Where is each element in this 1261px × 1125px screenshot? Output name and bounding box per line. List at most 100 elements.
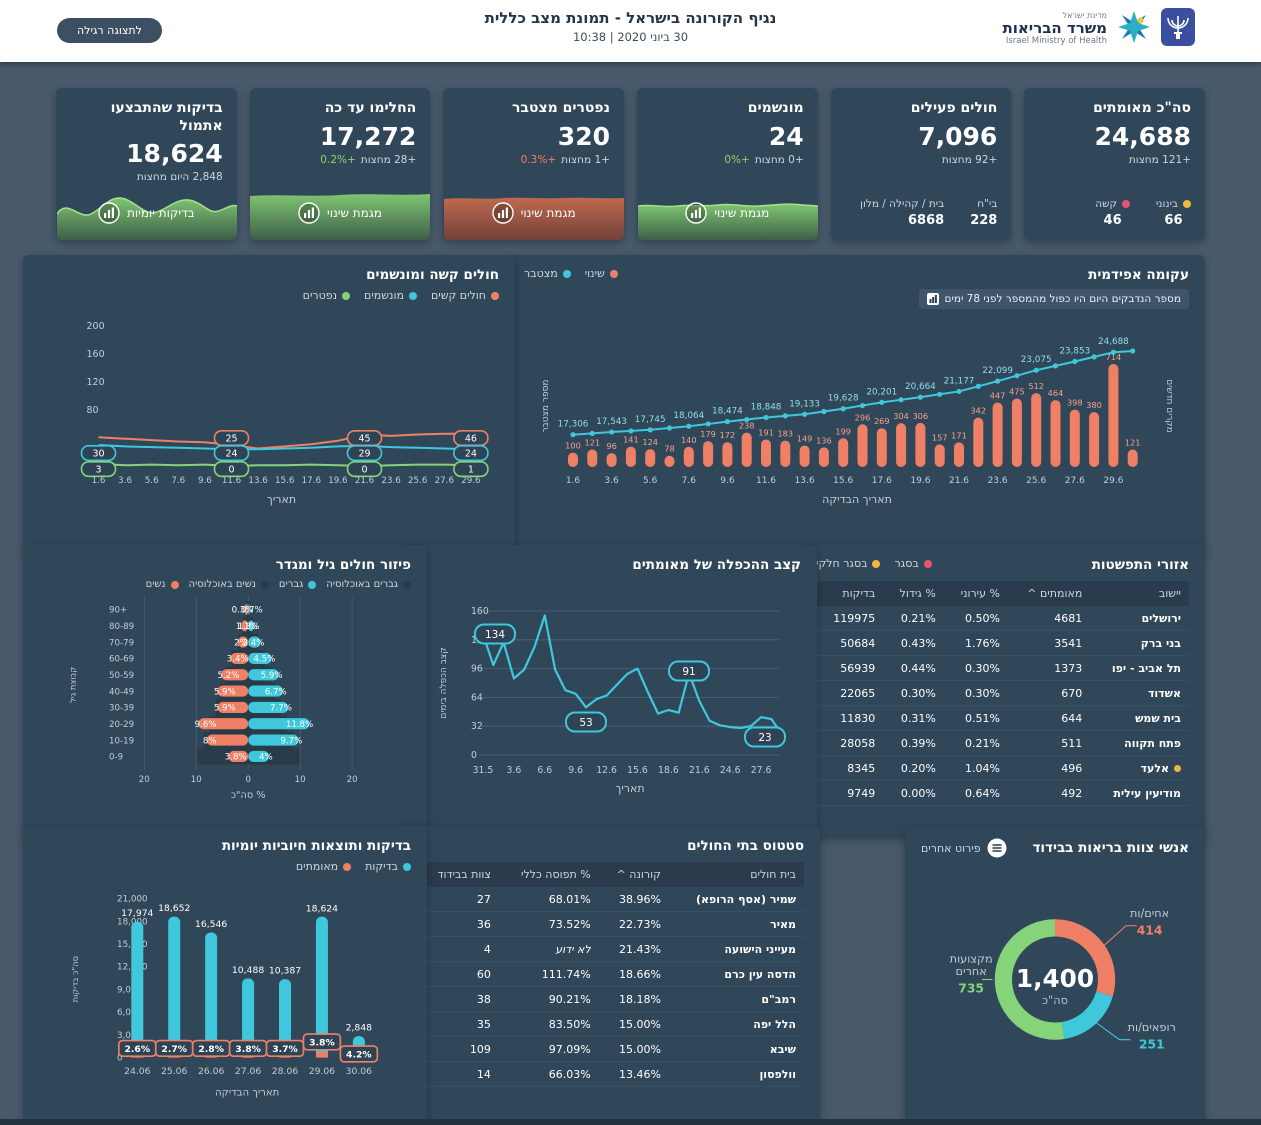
others-detail-button[interactable]: פירוט אחרים <box>921 838 1007 858</box>
trend-toggle[interactable]: מגמת שינוי <box>637 202 818 224</box>
hospital-label: בי"ח <box>977 198 998 210</box>
svg-text:3.6: 3.6 <box>507 765 522 776</box>
svg-text:19,133: 19,133 <box>789 399 820 409</box>
sparkline <box>443 197 624 240</box>
home-value: 6868 <box>908 213 945 228</box>
table-row: אשדוד 670 0.30% 0.30% 22065 <box>816 680 1189 706</box>
svg-text:9.6%: 9.6% <box>195 720 217 730</box>
kpi-value: 17,272 <box>319 121 417 151</box>
svg-text:רופאים/ות: רופאים/ות <box>1128 1021 1176 1034</box>
women-dot-icon <box>170 580 179 589</box>
svg-text:171: 171 <box>951 430 967 440</box>
legend-men: גברים <box>278 579 304 590</box>
severe-label: קשה <box>1095 198 1117 210</box>
svg-text:תאריך: תאריך <box>615 782 644 795</box>
svg-text:30.06: 30.06 <box>346 1066 373 1077</box>
kpi-delta: +0.3% <box>520 153 557 166</box>
svg-text:24.06: 24.06 <box>124 1066 151 1077</box>
svg-text:4.2%: 4.2% <box>346 1049 372 1060</box>
svg-text:15.6: 15.6 <box>833 476 853 486</box>
ministry-logo: מדינת ישראל משרד הבריאות Israel Ministry… <box>1002 8 1195 50</box>
legend-lockdown: בסגר <box>894 557 919 570</box>
svg-text:20,664: 20,664 <box>905 382 936 392</box>
column-header[interactable]: בית חולים <box>668 862 804 887</box>
svg-text:24: 24 <box>225 449 237 460</box>
svg-text:0-9: 0-9 <box>109 753 123 763</box>
svg-text:1.6: 1.6 <box>566 476 581 486</box>
hospitals-title: סטטוס בתי החולים <box>687 838 804 854</box>
svg-text:2.6%: 2.6% <box>125 1044 151 1055</box>
daily-tests-toggle[interactable]: בדיקות יומיות <box>56 202 237 224</box>
legend-ventilated: מונשמים <box>364 289 404 302</box>
svg-text:7.6: 7.6 <box>682 476 697 486</box>
svg-text:0.7%: 0.7% <box>241 606 263 616</box>
kpi-severe: קשה 46 <box>1095 198 1130 228</box>
svg-text:199: 199 <box>835 426 851 436</box>
daily-tests-card: בדיקות ותוצאות חיוביות יומיות בדיקות מאו… <box>23 826 427 1125</box>
column-header[interactable]: מאומתים ^ <box>1007 581 1091 606</box>
svg-text:306: 306 <box>913 411 929 421</box>
svg-text:11.6: 11.6 <box>756 476 776 486</box>
svg-text:10,387: 10,387 <box>269 966 301 977</box>
partial-lockdown-dot-icon <box>872 559 881 568</box>
moh-star-icon <box>1116 9 1152 49</box>
trend-toggle[interactable]: מגמת שינוי <box>443 202 624 224</box>
svg-text:251: 251 <box>1139 1037 1165 1051</box>
column-header[interactable]: קורונה ^ <box>598 862 669 887</box>
svg-text:18,652: 18,652 <box>158 903 190 914</box>
doubling-rate-card: קצב ההכפלה של מאומתים 160128966432031.53… <box>403 545 817 837</box>
svg-text:23,853: 23,853 <box>1059 347 1090 357</box>
normal-view-button[interactable]: לתצוגה רגילה <box>57 18 162 43</box>
svg-text:11.6: 11.6 <box>222 476 241 486</box>
svg-text:17.6: 17.6 <box>872 476 892 486</box>
column-header[interactable]: % תפוסה כללי <box>498 862 599 887</box>
svg-text:80: 80 <box>87 405 99 416</box>
bar-chart-icon <box>685 202 708 224</box>
staff-isolation-card: אנשי צוות בריאות בבידוד פירוט אחרים 1,40… <box>905 826 1205 1125</box>
tests-title: בדיקות ותוצאות חיוביות יומיות <box>221 838 411 854</box>
hospitals-table: בית חולים קורונה ^% תפוסה כללי צוות בבידוד… <box>418 862 804 1087</box>
others-detail-label: פירוט אחרים <box>921 841 981 855</box>
change-dot-icon <box>609 269 618 278</box>
sparkline <box>56 197 237 240</box>
kpi-sub: +121 מחצות <box>1128 153 1191 166</box>
column-header[interactable]: % גידול <box>883 581 944 606</box>
svg-text:סה"כ בדיקות: סה"כ בדיקות <box>70 956 80 1002</box>
svg-text:200: 200 <box>87 321 105 332</box>
svg-text:9.6: 9.6 <box>720 476 735 486</box>
svg-text:25.06: 25.06 <box>161 1066 188 1077</box>
home-label: בית / קהילה / מלון <box>860 198 945 210</box>
logo-line2: משרד הבריאות <box>1002 19 1107 38</box>
kpi-total-confirmed: סה"כ מאומתים 24,688 +121 מחצות בינוני 66… <box>1024 88 1205 240</box>
column-header[interactable]: יישוב <box>1090 581 1189 606</box>
svg-text:414: 414 <box>1137 923 1163 937</box>
svg-text:160: 160 <box>87 349 105 360</box>
svg-text:304: 304 <box>893 411 909 421</box>
svg-text:20: 20 <box>347 775 358 785</box>
svg-text:3.8%: 3.8% <box>225 753 247 763</box>
kpi-ventilated: מונשמים 24 +0 מחצות +0% מגמת שינוי <box>636 88 818 240</box>
svg-text:134: 134 <box>485 629 505 641</box>
table-row: הלל יפה 15.00% 83.50% 35 <box>418 1011 804 1037</box>
svg-text:21,000: 21,000 <box>117 895 148 905</box>
column-header[interactable]: צוות בבידוד <box>418 862 499 887</box>
svg-text:380: 380 <box>1086 400 1102 410</box>
svg-text:64: 64 <box>471 692 483 703</box>
column-header[interactable]: % עירוני <box>943 581 1008 606</box>
hospitals-status-card: סטטוס בתי החולים בית חולים קורונה ^% תפוס… <box>402 826 820 1125</box>
tests-dot-icon <box>403 862 411 871</box>
svg-text:17.6: 17.6 <box>302 476 321 486</box>
svg-text:0.3%: 0.3% <box>232 606 254 616</box>
epidemic-legend: שינוי מצטבר <box>524 267 618 280</box>
svg-text:464: 464 <box>1048 388 1064 398</box>
trend-toggle[interactable]: מגמת שינוי <box>250 202 431 224</box>
svg-text:7.7%: 7.7% <box>270 704 292 714</box>
column-header[interactable]: בדיקות <box>816 581 884 606</box>
moderate-dot-icon <box>1183 200 1191 208</box>
svg-text:3.4%: 3.4% <box>227 655 249 665</box>
svg-text:מקצועות: מקצועות <box>950 952 993 965</box>
legend-deceased: נפטרים <box>302 289 338 302</box>
partial-lockdown-dot-icon <box>1174 764 1181 772</box>
svg-text:22,099: 22,099 <box>982 366 1013 376</box>
svg-text:3.6: 3.6 <box>118 476 132 486</box>
